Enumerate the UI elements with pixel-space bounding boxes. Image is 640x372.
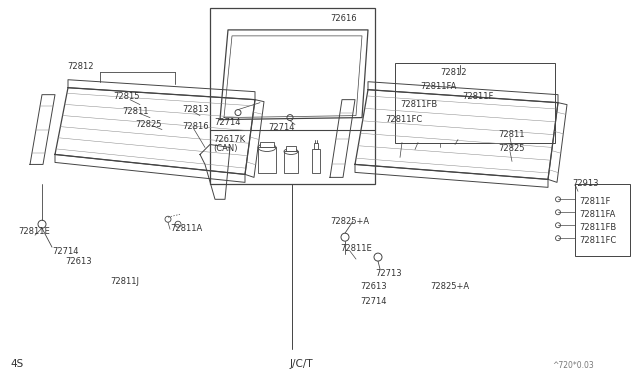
Text: 72811F: 72811F [462, 92, 493, 101]
Text: 72714: 72714 [268, 122, 294, 132]
Text: 72825: 72825 [135, 119, 161, 129]
Text: 72811FC: 72811FC [579, 236, 616, 245]
Text: 72617K: 72617K [213, 135, 245, 144]
Text: 72811E: 72811E [340, 244, 372, 253]
Text: 72714: 72714 [214, 118, 241, 126]
Text: 72714: 72714 [360, 297, 387, 306]
Text: 72812: 72812 [440, 68, 467, 77]
Text: J/C/T: J/C/T [290, 359, 314, 369]
Bar [395, 63, 555, 142]
Text: 72811FA: 72811FA [420, 82, 456, 91]
Text: 72825: 72825 [498, 144, 525, 154]
Text: ^720*0.03: ^720*0.03 [552, 361, 594, 370]
Text: 72811FB: 72811FB [579, 223, 616, 232]
Bar [258, 147, 276, 173]
Bar [314, 144, 318, 150]
Text: 4S: 4S [10, 359, 23, 369]
Bar [286, 147, 296, 151]
Text: 72815: 72815 [113, 92, 140, 101]
Text: 72613: 72613 [65, 257, 92, 266]
Text: 72616: 72616 [330, 14, 356, 23]
Text: 72811F: 72811F [579, 197, 611, 206]
Text: 72825+A: 72825+A [330, 217, 369, 226]
Text: 72811: 72811 [498, 129, 525, 138]
Text: 72811E: 72811E [18, 227, 50, 236]
Text: 72913: 72913 [572, 179, 598, 188]
Bar [575, 185, 630, 256]
Bar [284, 151, 298, 173]
Text: 72811FA: 72811FA [579, 210, 616, 219]
Text: 72811FB: 72811FB [400, 100, 437, 109]
Text: 72713: 72713 [375, 269, 402, 278]
Text: 72811A: 72811A [170, 224, 202, 233]
Bar [260, 141, 274, 147]
Bar [210, 8, 375, 185]
Bar [312, 150, 320, 173]
Text: 72811J: 72811J [110, 277, 139, 286]
Text: 72816: 72816 [182, 122, 209, 131]
Text: 72811: 72811 [122, 107, 148, 116]
Text: 72825+A: 72825+A [430, 282, 469, 291]
Text: (CAN): (CAN) [213, 144, 237, 154]
Text: 72813: 72813 [182, 105, 209, 113]
Text: 72613: 72613 [360, 282, 387, 291]
Text: 72811FC: 72811FC [385, 115, 422, 124]
Text: 72714: 72714 [52, 247, 79, 256]
Text: 72812: 72812 [67, 62, 93, 71]
